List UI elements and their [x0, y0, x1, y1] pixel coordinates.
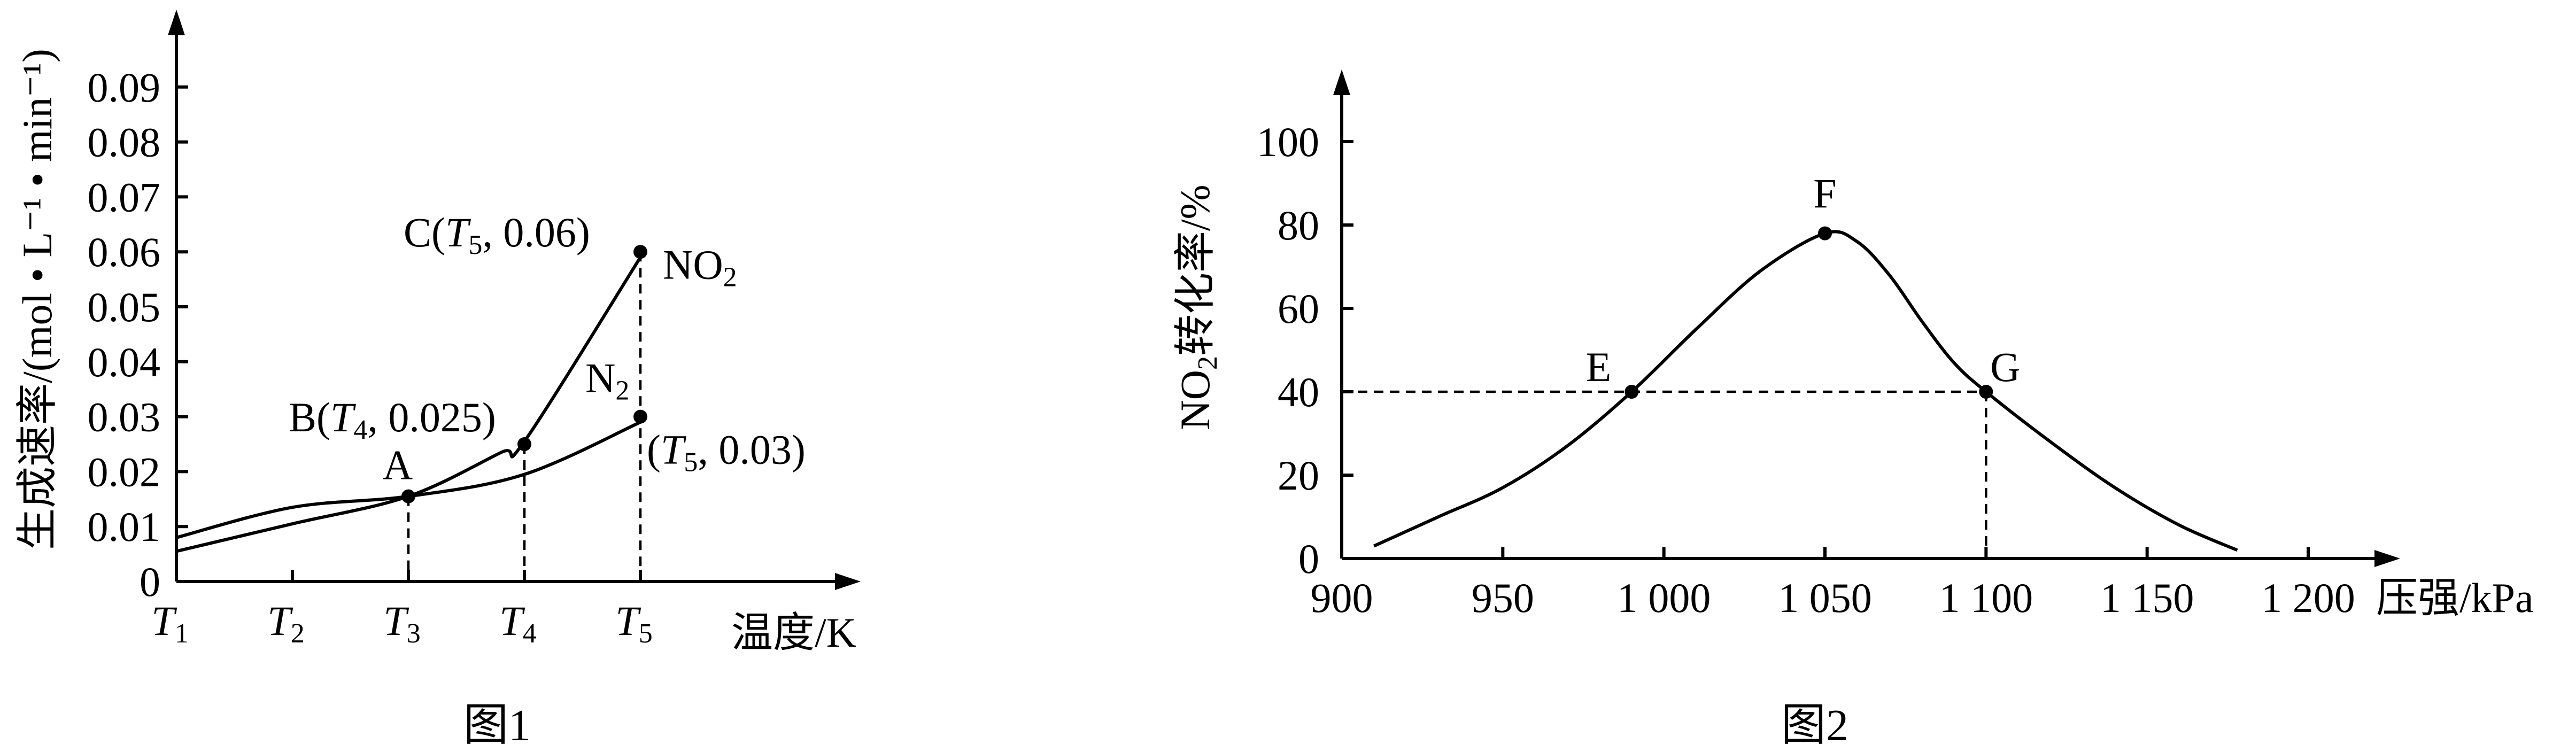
y-tick-label: 20: [1278, 452, 1319, 499]
x-tick-label: T3: [383, 598, 420, 649]
x-axis-arrow: [835, 573, 861, 590]
x-axis-label: 温度/K: [731, 609, 856, 656]
y-tick-label: 80: [1278, 202, 1319, 249]
point-label-g: G: [1990, 344, 2020, 390]
y-tick-label: 40: [1278, 369, 1319, 415]
x-tick-label: T1: [151, 598, 188, 649]
y-tick-label: 0.06: [88, 229, 161, 275]
point-label-b: B(T4, 0.025): [289, 394, 496, 445]
chart-reaction-rate-vs-temperature: 0 0.01 0.02 0.03 0.04 0.05 0.06 0.07 0.08 0.09 T1 T…: [14, 10, 861, 750]
x-tick-label: 1 100: [1939, 575, 2033, 621]
point-label-c: C(T5, 0.06): [404, 209, 590, 260]
point-marker-e: [1624, 385, 1639, 399]
y-axis-arrow: [168, 10, 185, 35]
y-tick-label: 0.02: [88, 448, 161, 495]
y-tick-label: 0.04: [88, 339, 161, 385]
series-label-n2: N2: [585, 354, 629, 406]
x-axis-label: 压强/kPa: [2376, 575, 2534, 621]
y-tick-label: 100: [1257, 119, 1319, 165]
point-marker-d: [633, 409, 647, 424]
point-marker-a: [401, 489, 415, 503]
point-marker-b: [517, 437, 531, 451]
x-tick-label: T5: [615, 598, 652, 649]
point-label-e: E: [1586, 344, 1612, 390]
x-tick-label: 900: [1311, 575, 1373, 621]
x-tick-label: 1 000: [1617, 575, 1711, 621]
y-tick-label: 0: [1298, 536, 1319, 582]
y-tick-label: 0.07: [88, 174, 161, 220]
y-tick-label: 0.01: [88, 503, 161, 550]
x-axis-arrow: [2374, 550, 2400, 567]
point-marker-f: [1818, 226, 1832, 241]
y-tick-label: 60: [1278, 285, 1319, 332]
figure-caption-2: 图2: [1781, 701, 1848, 750]
point-marker-c: [633, 245, 647, 259]
series-line-conversion: [1373, 230, 2238, 552]
figure-caption-1: 图1: [463, 701, 531, 750]
x-tick-label: 1 050: [1778, 575, 1872, 621]
y-axis-label: NO2转化率/%: [1172, 184, 1223, 430]
point-label-a: A: [383, 442, 413, 489]
chart-no2-conversion-vs-pressure: 0 20 40 60 80 100 900 950 1 000 1 050 1 100 1 150 1 …: [1172, 69, 2534, 750]
y-tick-label: 0.09: [88, 64, 161, 111]
y-tick-label: 0.08: [88, 119, 161, 166]
y-tick-label: 0.03: [88, 394, 161, 440]
point-marker-g: [1979, 385, 1993, 399]
y-axis-arrow: [1333, 69, 1350, 95]
y-tick-label: 0.05: [88, 284, 161, 330]
x-tick-label: 950: [1472, 575, 1534, 621]
x-tick-label: 1 200: [2261, 575, 2355, 621]
y-tick-label: 0: [140, 559, 160, 605]
series-line-no2: [176, 256, 642, 553]
x-tick-label: 1 150: [2100, 575, 2194, 621]
point-label-f: F: [1813, 170, 1836, 217]
series-label-no2: NO2: [663, 241, 737, 292]
y-axis-label: 生成速率/(mol • L⁻¹ • min⁻¹): [14, 49, 60, 550]
x-tick-label: T2: [267, 598, 304, 649]
x-tick-label: T4: [499, 598, 536, 649]
point-label-d: (T5, 0.03): [647, 427, 806, 478]
